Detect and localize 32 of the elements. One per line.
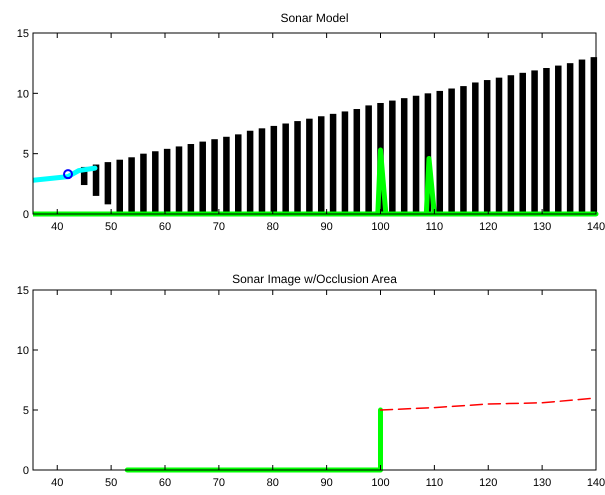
x-tick-label: 120: [479, 477, 498, 489]
x-tick-label: 140: [586, 221, 605, 233]
x-tick-label: 70: [212, 477, 225, 489]
x-tick-label: 80: [266, 477, 279, 489]
x-tick-label: 70: [212, 221, 225, 233]
x-tick-label: 120: [479, 221, 498, 233]
y-tick-label: 0: [22, 209, 29, 221]
x-tick-label: 50: [104, 477, 118, 489]
x-tick-label: 130: [532, 477, 552, 489]
x-tick-label: 40: [51, 221, 64, 233]
y-tick-label: 15: [16, 28, 29, 40]
chart-title: Sonar Model: [280, 11, 349, 25]
y-tick-label: 10: [16, 345, 29, 357]
x-tick-label: 100: [371, 477, 390, 489]
y-tick-label: 10: [16, 88, 29, 100]
y-tick-label: 5: [22, 405, 29, 417]
x-tick-label: 90: [320, 221, 333, 233]
x-tick-label: 110: [426, 477, 444, 489]
x-tick-label: 100: [371, 221, 390, 233]
y-tick-label: 5: [22, 148, 29, 161]
x-tick-label: 60: [158, 477, 172, 489]
y-tick-label: 0: [22, 465, 29, 477]
x-tick-label: 110: [426, 221, 444, 233]
x-tick-label: 140: [586, 477, 605, 489]
y-tick-label: 15: [16, 285, 29, 297]
chart-title: Sonar Image w/Occlusion Area: [232, 272, 398, 286]
x-tick-label: 60: [158, 221, 172, 233]
x-tick-label: 50: [104, 221, 118, 233]
x-tick-label: 90: [320, 477, 333, 489]
x-tick-label: 80: [266, 221, 279, 233]
x-tick-label: 130: [532, 221, 552, 233]
x-tick-label: 40: [51, 477, 64, 489]
